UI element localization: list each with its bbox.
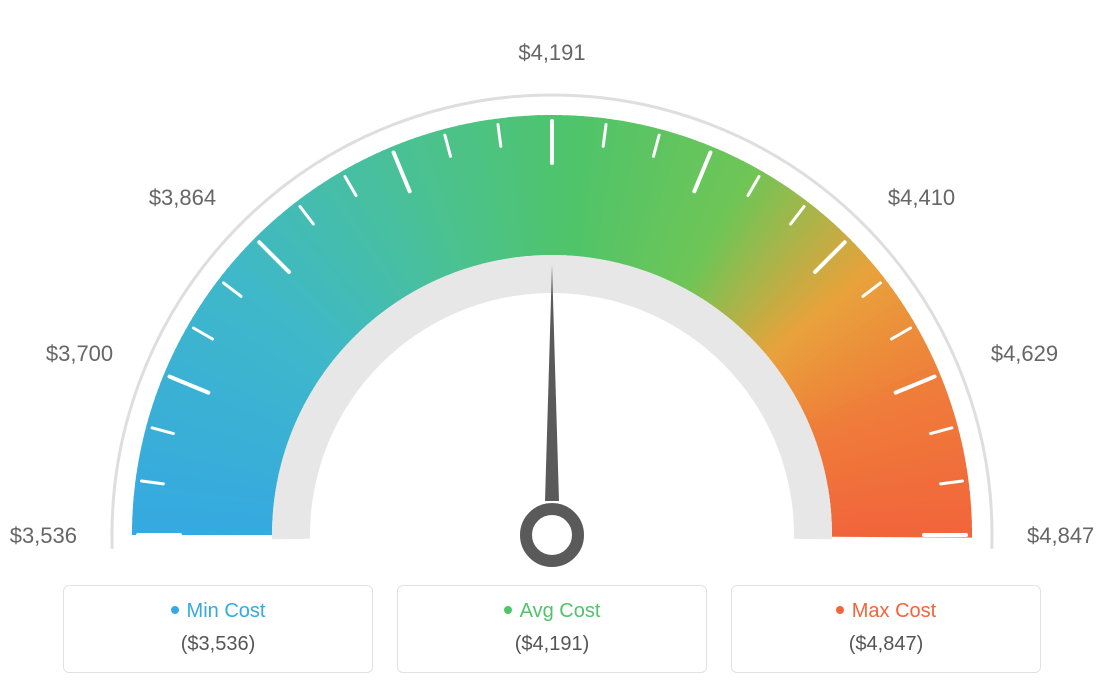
legend-max-title: Max Cost <box>732 600 1040 623</box>
legend-min-dot <box>171 606 179 614</box>
svg-text:$4,629: $4,629 <box>991 341 1058 366</box>
legend-max-label: Max Cost <box>852 600 936 622</box>
legend-card-avg: Avg Cost ($4,191) <box>397 585 707 673</box>
legend-max-value: ($4,847) <box>732 633 1040 656</box>
svg-text:$4,847: $4,847 <box>1027 523 1094 548</box>
svg-text:$3,700: $3,700 <box>46 341 113 366</box>
legend-avg-label: Avg Cost <box>520 600 601 622</box>
legend-min-title: Min Cost <box>64 600 372 623</box>
legend-min-label: Min Cost <box>187 600 266 622</box>
cost-gauge: $3,536 $3,700 $3,864 $4,191 $4,410 $4,629 $4,8… <box>0 15 1104 575</box>
gauge-svg: $3,536 $3,700 $3,864 $4,191 $4,410 $4,629 $4,8… <box>0 15 1104 575</box>
svg-text:$4,191: $4,191 <box>518 40 585 65</box>
legend-avg-dot <box>504 606 512 614</box>
svg-text:$3,864: $3,864 <box>149 185 216 210</box>
legend-avg-title: Avg Cost <box>398 600 706 623</box>
legend-avg-value: ($4,191) <box>398 633 706 656</box>
svg-text:$3,536: $3,536 <box>10 523 77 548</box>
legend-min-value: ($3,536) <box>64 633 372 656</box>
svg-text:$4,410: $4,410 <box>888 185 955 210</box>
legend-card-min: Min Cost ($3,536) <box>63 585 373 673</box>
legend-row: Min Cost ($3,536) Avg Cost ($4,191) Max … <box>63 585 1041 673</box>
legend-max-dot <box>836 606 844 614</box>
legend-card-max: Max Cost ($4,847) <box>731 585 1041 673</box>
